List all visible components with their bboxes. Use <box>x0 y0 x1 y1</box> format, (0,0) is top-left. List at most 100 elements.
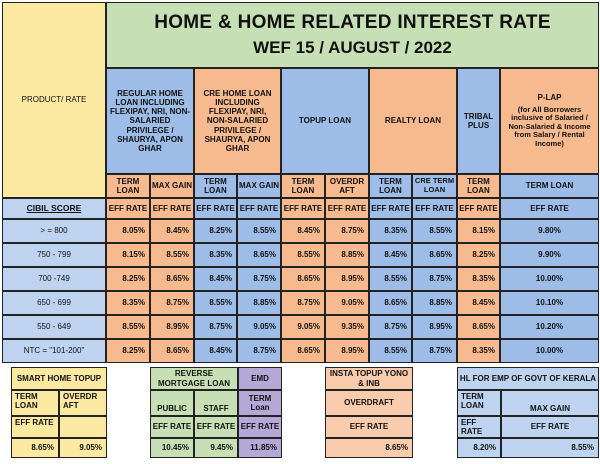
rate-cell: 9.35% <box>325 315 369 339</box>
subhead-term-loan: TERM LOAN <box>457 174 500 198</box>
rate-cell: 10.10% <box>500 291 599 315</box>
eff-rate-header: EFF RATE <box>412 198 457 219</box>
emd-title: EMD <box>238 367 282 390</box>
hl-kerala-eff-rate: EFF RATE <box>457 416 501 438</box>
rate-cell: 8.75% <box>412 339 457 363</box>
rate-cell: 10.20% <box>500 315 599 339</box>
rate-cell: 8.75% <box>325 219 369 243</box>
subhead-cre-term-loan: CRE TERM LOAN <box>412 174 457 198</box>
hl-kerala-eff-rate: EFF RATE <box>501 416 599 438</box>
rate-cell: 8.55% <box>369 339 412 363</box>
rate-cell: 8.55% <box>106 315 150 339</box>
subhead-term-loan: TERM LOAN <box>500 174 599 198</box>
rate-cell: 8.85% <box>325 243 369 267</box>
emd-term-loan: TERM Loan <box>238 390 282 416</box>
cibil-score-cell: 550 - 649 <box>2 315 106 339</box>
subhead-term-loan: TERM LOAN <box>281 174 325 198</box>
product-regular-home-loan: REGULAR HOME LOAN INCLUDING FLEXIPAY, NR… <box>106 68 194 174</box>
rate-cell: 8.45% <box>194 339 237 363</box>
reverse-mortgage-eff-rate: EFF RATE <box>194 416 238 438</box>
reverse-mortgage-public-rate: 10.45% <box>150 438 194 458</box>
product-cre-home-loan: CRE HOME LOAN INCLUDING FLEXIPAY, NRI, N… <box>194 68 281 174</box>
rate-cell: 8.55% <box>237 219 281 243</box>
rate-cell: 8.65% <box>150 267 194 291</box>
rate-cell: 8.85% <box>412 291 457 315</box>
rate-cell: 8.15% <box>106 243 150 267</box>
subhead-term-loan: TERM LOAN <box>369 174 412 198</box>
rate-cell: 9.90% <box>500 243 599 267</box>
product-realty-loan: REALTY LOAN <box>369 68 457 174</box>
rate-cell: 9.05% <box>237 315 281 339</box>
eff-rate-header: EFF RATE <box>150 198 194 219</box>
rate-cell: 8.75% <box>237 339 281 363</box>
eff-rate-header: EFF RATE <box>325 198 369 219</box>
cibil-score-header: CIBIL SCORE <box>2 198 106 219</box>
rate-cell: 8.85% <box>237 291 281 315</box>
reverse-mortgage-staff: STAFF <box>194 390 238 416</box>
rate-cell: 8.45% <box>150 219 194 243</box>
smart-home-eff-rate: EFF RATE <box>11 416 59 438</box>
rate-cell: 8.25% <box>194 219 237 243</box>
insta-topup-title: INSTA TOPUP YONO & INB <box>325 367 413 390</box>
rate-cell: 8.35% <box>194 243 237 267</box>
reverse-mortgage-staff-rate: 9.45% <box>194 438 238 458</box>
rate-cell: 8.75% <box>150 291 194 315</box>
subhead-max-gain: MAX GAIN <box>237 174 281 198</box>
rate-cell: 8.55% <box>281 243 325 267</box>
smart-home-term-loan: TERM LOAN <box>11 390 59 416</box>
rate-cell: 8.35% <box>106 291 150 315</box>
rate-cell: 8.55% <box>369 267 412 291</box>
eff-rate-header: EFF RATE <box>457 198 500 219</box>
rate-cell: 10.00% <box>500 267 599 291</box>
smart-home-term-rate: 8.65% <box>11 438 59 458</box>
rate-cell: 8.45% <box>457 291 500 315</box>
title-line1: HOME & HOME RELATED INTEREST RATE <box>154 12 551 34</box>
rate-cell: 8.75% <box>412 267 457 291</box>
smart-home-topup-title: SMART HOME TOPUP <box>11 367 107 390</box>
reverse-mortgage-eff-rate: EFF RATE <box>150 416 194 438</box>
rate-cell: 8.65% <box>281 267 325 291</box>
product-topup-loan: TOPUP LOAN <box>281 68 369 174</box>
rate-cell: 8.25% <box>106 267 150 291</box>
rate-cell: 8.45% <box>281 219 325 243</box>
rate-cell: 8.65% <box>457 315 500 339</box>
rate-cell: 8.25% <box>457 243 500 267</box>
rate-cell: 8.05% <box>106 219 150 243</box>
eff-rate-header: EFF RATE <box>194 198 237 219</box>
rate-cell: 9.80% <box>500 219 599 243</box>
smart-home-overdraft-rate: 9.05% <box>59 438 107 458</box>
product-rate-label: PRODUCT/ RATE <box>2 2 106 198</box>
hl-kerala-term-loan: TERM LOAN <box>457 390 501 416</box>
rate-cell: 9.05% <box>325 291 369 315</box>
title-line2: WEF 15 / AUGUST / 2022 <box>253 38 452 58</box>
cibil-score-cell: 700 -749 <box>2 267 106 291</box>
rate-cell: 8.75% <box>369 315 412 339</box>
smart-home-overdraft: OVERDR AFT <box>59 390 107 416</box>
product-plap: P-LAP (for All Borrowers inclusive of Sa… <box>500 68 599 174</box>
insta-topup-rate: 8.65% <box>325 438 413 458</box>
rate-cell: 8.75% <box>194 315 237 339</box>
rate-cell: 10.00% <box>500 339 599 363</box>
rate-cell: 8.75% <box>237 267 281 291</box>
rate-cell: 8.75% <box>281 291 325 315</box>
eff-rate-header: EFF RATE <box>369 198 412 219</box>
rate-cell: 8.95% <box>325 339 369 363</box>
subhead-term-loan: TERM LOAN <box>194 174 237 198</box>
subhead-overdraft: OVERDR AFT <box>325 174 369 198</box>
cibil-score-cell: > = 800 <box>2 219 106 243</box>
rate-cell: 8.55% <box>194 291 237 315</box>
subhead-max-gain: MAX GAIN <box>150 174 194 198</box>
emd-eff-rate: EFF RATE <box>238 416 282 438</box>
reverse-mortgage-public: PUBLIC <box>150 390 194 416</box>
rate-cell: 8.65% <box>369 291 412 315</box>
rate-cell: 8.65% <box>281 339 325 363</box>
page-title: HOME & HOME RELATED INTEREST RATE WEF 15… <box>106 2 599 68</box>
rate-cell: 8.95% <box>412 315 457 339</box>
rate-cell: 8.65% <box>150 339 194 363</box>
hl-kerala-max-gain-rate: 8.55% <box>501 438 599 458</box>
hl-kerala-max-gain: MAX GAIN <box>501 390 599 416</box>
rate-cell: 8.45% <box>194 267 237 291</box>
rate-cell: 8.35% <box>457 339 500 363</box>
rate-cell: 8.15% <box>457 219 500 243</box>
cibil-score-cell: 650 - 699 <box>2 291 106 315</box>
